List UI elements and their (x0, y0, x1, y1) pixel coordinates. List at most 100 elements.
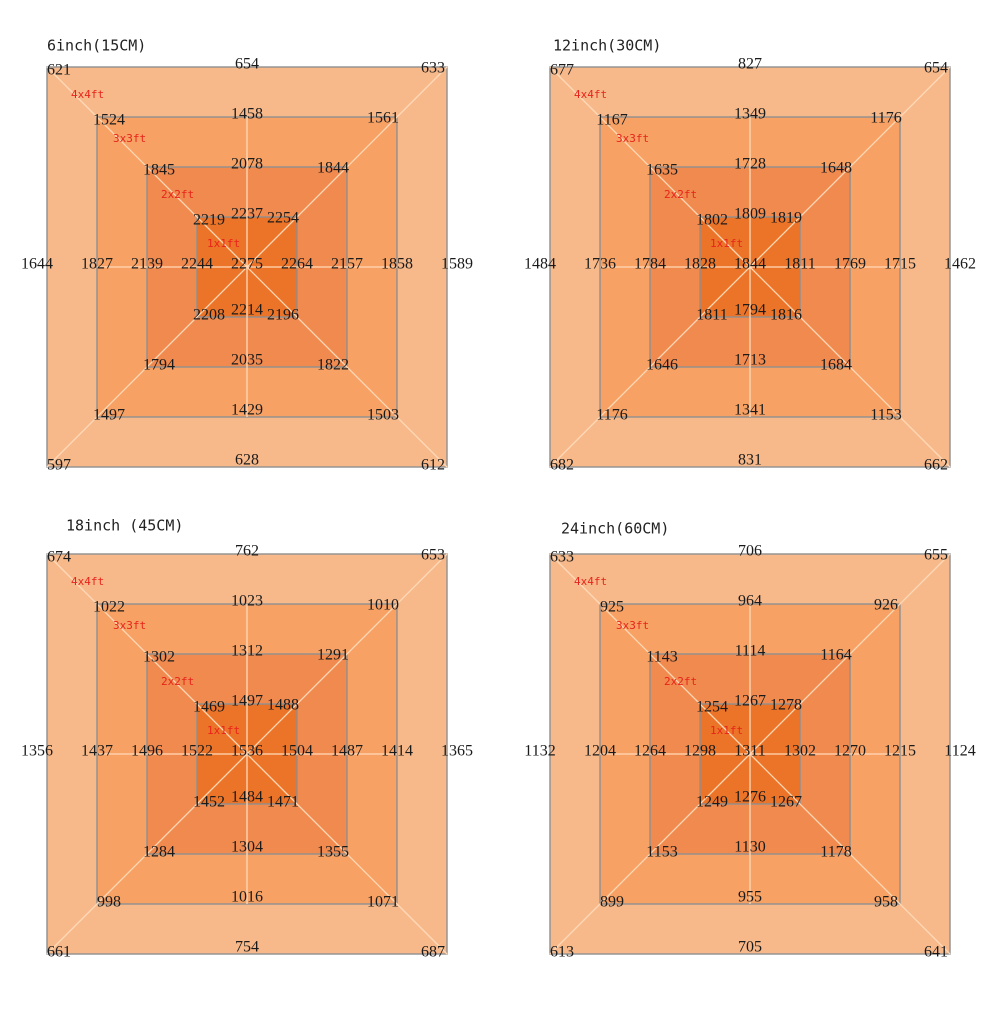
ppfd-value-ring3-bottom-left: 1153 (646, 844, 677, 861)
panel-title: 12inch(30CM) (553, 37, 661, 55)
ppfd-value-ring1-top-center: 827 (738, 56, 762, 73)
ppfd-value-ring1-middle-right: 1462 (944, 256, 976, 273)
ppfd-value-ring1-bottom-left: 597 (47, 457, 71, 474)
ppfd-value-ring4-top-left: 2219 (193, 212, 225, 229)
ppfd-value-ring1-bottom-right: 687 (421, 944, 445, 961)
ppfd-value-ring3-top-left: 1143 (646, 649, 677, 666)
ppfd-value-ring4-middle-right: 1811 (784, 256, 815, 273)
zone-label-2x2ft: 2x2ft (161, 188, 194, 201)
ppfd-value-ring1-top-center: 654 (235, 56, 259, 73)
zone-label-3x3ft: 3x3ft (113, 132, 146, 145)
ppfd-value-ring3-bottom-center: 1304 (231, 839, 263, 856)
ppfd-value-ring2-bottom-right: 1071 (367, 894, 399, 911)
ppfd-value-ring3-middle-right: 1769 (834, 256, 866, 273)
ppfd-value-ring3-bottom-right: 1178 (820, 844, 851, 861)
panel-title: 6inch(15CM) (47, 37, 146, 55)
zone-label-1x1ft: 1x1ft (207, 237, 240, 250)
ppfd-value-ring2-top-center: 1458 (231, 106, 263, 123)
ppfd-value-ring3-middle-left: 1264 (634, 743, 666, 760)
ppfd-value-ring3-middle-right: 1270 (834, 743, 866, 760)
ppfd-value-ring1-top-right: 654 (924, 60, 948, 77)
ppfd-value-ring1-top-right: 655 (924, 547, 948, 564)
map-panel-1: 6inch(15CM) 4x4ft 3x3ft 2x2ft 1x1ft 621 654 633… (21, 37, 473, 474)
zone-label-4x4ft: 4x4ft (574, 575, 607, 588)
ppfd-value-ring4-top-center: 2237 (231, 206, 263, 223)
zone-label-3x3ft: 3x3ft (616, 132, 649, 145)
ppfd-value-ring1-top-left: 621 (47, 62, 71, 79)
ppfd-value-ring1-bottom-left: 682 (550, 457, 574, 474)
ppfd-value-ring2-middle-right: 1215 (884, 743, 916, 760)
ppfd-value-ring3-bottom-center: 2035 (231, 352, 263, 369)
ppfd-value-ring3-top-right: 1844 (317, 160, 349, 177)
ppfd-value-ring1-top-left: 674 (47, 549, 71, 566)
ppfd-value-ring3-top-left: 1845 (143, 162, 175, 179)
ppfd-value-ring1-middle-left: 1644 (21, 256, 53, 273)
ppfd-value-center: 1311 (734, 743, 765, 760)
ppfd-value-ring4-bottom-center: 1484 (231, 789, 263, 806)
ppfd-value-ring1-bottom-left: 661 (47, 944, 71, 961)
ppfd-value-ring2-top-center: 964 (738, 593, 762, 610)
ppfd-value-ring4-bottom-left: 2208 (193, 307, 225, 324)
ppfd-value-ring4-top-center: 1497 (231, 693, 263, 710)
ppfd-value-ring3-middle-left: 1496 (131, 743, 163, 760)
ppfd-value-ring2-bottom-center: 1341 (734, 402, 766, 419)
ppfd-value-ring1-top-right: 653 (421, 547, 445, 564)
ppfd-value-ring4-bottom-left: 1249 (696, 794, 728, 811)
ppfd-value-ring3-bottom-left: 1646 (646, 357, 678, 374)
ppfd-value-ring3-top-center: 2078 (231, 156, 263, 173)
ppfd-value-ring2-middle-right: 1414 (381, 743, 413, 760)
ppfd-value-ring1-top-right: 633 (421, 60, 445, 77)
ppfd-value-ring3-bottom-left: 1284 (143, 844, 175, 861)
ppfd-value-ring2-top-right: 1176 (870, 110, 901, 127)
ppfd-value-ring2-middle-left: 1827 (81, 256, 113, 273)
zone-label-1x1ft: 1x1ft (207, 724, 240, 737)
ppfd-value-ring1-bottom-right: 662 (924, 457, 948, 474)
ppfd-value-ring1-bottom-right: 641 (924, 944, 948, 961)
ppfd-value-ring4-top-right: 1819 (770, 210, 802, 227)
ppfd-value-ring2-bottom-left: 1176 (596, 407, 627, 424)
ppfd-value-ring4-middle-right: 1504 (281, 743, 313, 760)
zone-label-1x1ft: 1x1ft (710, 237, 743, 250)
ppfd-value-ring1-middle-right: 1589 (441, 256, 473, 273)
ppfd-value-center: 2275 (231, 256, 263, 273)
ppfd-value-ring1-middle-left: 1484 (524, 256, 556, 273)
ppfd-value-ring4-middle-right: 1302 (784, 743, 816, 760)
ppfd-value-ring1-bottom-left: 613 (550, 944, 574, 961)
map-panel-3: 18inch (45CM) 4x4ft 3x3ft 2x2ft 1x1ft 674 762 6… (21, 517, 473, 961)
ppfd-value-ring2-middle-left: 1437 (81, 743, 113, 760)
ppfd-value-ring4-middle-left: 1522 (181, 743, 213, 760)
ppfd-value-ring4-top-center: 1809 (734, 206, 766, 223)
ppfd-value-ring2-bottom-right: 958 (874, 894, 898, 911)
ppfd-value-ring4-top-left: 1802 (696, 212, 728, 229)
ppfd-value-ring3-top-left: 1635 (646, 162, 678, 179)
ppfd-value-ring3-top-center: 1312 (231, 643, 263, 660)
ppfd-value-ring1-middle-left: 1356 (21, 743, 53, 760)
ppfd-value-ring2-bottom-right: 1503 (367, 407, 399, 424)
ppfd-value-ring2-top-right: 926 (874, 597, 898, 614)
zone-label-2x2ft: 2x2ft (664, 188, 697, 201)
ppfd-value-ring4-top-right: 1488 (267, 697, 299, 714)
ppfd-value-ring4-bottom-right: 1816 (770, 307, 802, 324)
ppfd-value-ring2-middle-right: 1858 (381, 256, 413, 273)
ppfd-value-ring2-top-left: 1022 (93, 599, 125, 616)
ppfd-value-ring1-top-center: 762 (235, 543, 259, 560)
ppfd-value-ring2-bottom-right: 1153 (870, 407, 901, 424)
panel-title: 24inch(60CM) (561, 520, 669, 538)
ppfd-value-ring2-bottom-left: 1497 (93, 407, 125, 424)
ppfd-value-ring4-bottom-center: 1794 (734, 302, 766, 319)
ppfd-value-ring3-middle-right: 2157 (331, 256, 363, 273)
ppfd-value-ring1-bottom-right: 612 (421, 457, 445, 474)
ppfd-value-ring3-bottom-right: 1355 (317, 844, 349, 861)
ppfd-value-ring2-top-left: 1167 (596, 112, 627, 129)
ppfd-value-ring3-middle-right: 1487 (331, 743, 363, 760)
ppfd-value-ring4-bottom-left: 1452 (193, 794, 225, 811)
ppfd-value-ring2-top-center: 1349 (734, 106, 766, 123)
zone-label-3x3ft: 3x3ft (113, 619, 146, 632)
ppfd-value-ring4-bottom-right: 1471 (267, 794, 299, 811)
ppfd-value-ring1-top-center: 706 (738, 543, 762, 560)
ppfd-value-ring3-top-center: 1728 (734, 156, 766, 173)
ppfd-value-ring3-top-right: 1648 (820, 160, 852, 177)
ppfd-value-ring1-bottom-center: 628 (235, 452, 259, 469)
map-panel-4: 24inch(60CM) 4x4ft 3x3ft 2x2ft 1x1ft 633 706 65… (524, 520, 975, 961)
zone-label-2x2ft: 2x2ft (664, 675, 697, 688)
